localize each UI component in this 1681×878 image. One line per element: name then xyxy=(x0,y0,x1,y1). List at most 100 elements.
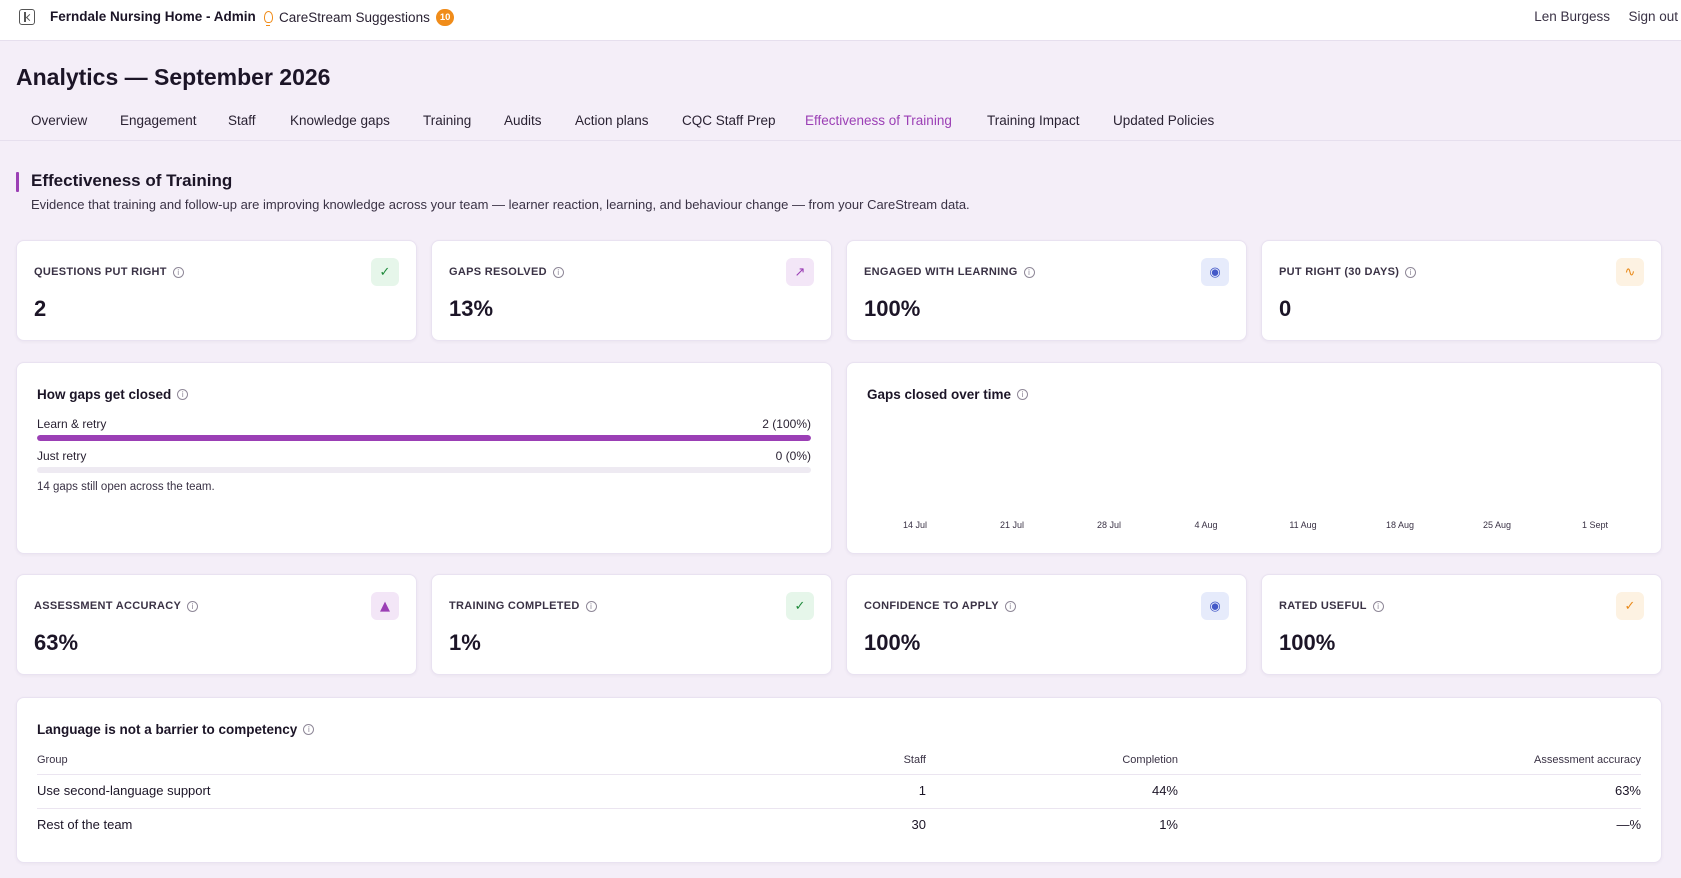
table-cell-group: Rest of the team xyxy=(37,817,133,832)
info-icon[interactable]: i xyxy=(303,724,315,735)
stat-value: 100% xyxy=(864,630,921,655)
info-icon[interactable]: i xyxy=(177,389,189,400)
table-divider xyxy=(37,774,1641,775)
table-cell-staff: 30 xyxy=(911,817,926,832)
bar-label: Learn & retry xyxy=(37,417,107,431)
progress-bar xyxy=(37,435,811,441)
check-circle-icon: ✓ xyxy=(786,592,814,620)
stat-label: QUESTIONS PUT RIGHT xyxy=(34,266,167,278)
sidebar-toggle-icon[interactable] xyxy=(19,9,35,25)
top-bar: Ferndale Nursing Home - Admin CareStream… xyxy=(0,0,1681,41)
info-icon[interactable]: i xyxy=(1405,266,1417,278)
x-axis-tick: 18 Aug xyxy=(1385,520,1415,530)
stat-label: ENGAGED WITH LEARNING xyxy=(864,266,1018,278)
stat-value: 0 xyxy=(1279,296,1292,321)
stat-label: GAPS RESOLVED xyxy=(449,266,547,278)
x-axis-tick: 4 Aug xyxy=(1194,520,1218,530)
check-circle-icon: ✓ xyxy=(371,258,399,286)
column-header: Completion xyxy=(1122,754,1178,766)
app-title: Ferndale Nursing Home - Admin xyxy=(50,9,256,24)
graduation-cap-icon: ▲ xyxy=(371,592,399,620)
tab-action-plans[interactable]: Action plans xyxy=(575,113,649,128)
brain-icon: ◉ xyxy=(1201,592,1229,620)
info-icon[interactable]: i xyxy=(172,266,184,278)
bar-label: Just retry xyxy=(37,449,87,463)
tab-training-impact[interactable]: Training Impact xyxy=(987,113,1080,128)
stat-label: ASSESSMENT ACCURACY xyxy=(34,600,182,612)
stat-card-assessment-accuracy: ASSESSMENT ACCURACY i 63% ▲ xyxy=(16,574,417,675)
trending-up-icon: ↗ xyxy=(786,258,814,286)
tab-training[interactable]: Training xyxy=(423,113,472,128)
info-icon[interactable]: i xyxy=(1004,600,1016,612)
open-gaps-note: 14 gaps still open across the team. xyxy=(37,481,215,493)
info-icon[interactable]: i xyxy=(187,600,199,612)
table-cell-accuracy: 63% xyxy=(1614,783,1641,798)
tab-engagement[interactable]: Engagement xyxy=(120,113,197,128)
progress-bar xyxy=(37,467,811,473)
section-description: Evidence that training and follow-up are… xyxy=(31,197,970,212)
sign-out-link[interactable]: Sign out xyxy=(1628,9,1678,24)
stat-card-gaps-resolved: GAPS RESOLVED i 13% ↗ xyxy=(431,240,832,341)
stat-card-training-completed: TRAINING COMPLETED i 1% ✓ xyxy=(431,574,832,675)
tab-bar: Overview Engagement Staff Knowledge gaps… xyxy=(0,104,1681,141)
info-icon[interactable]: i xyxy=(1017,389,1029,400)
stat-value: 100% xyxy=(1279,630,1336,655)
x-axis-tick: 25 Aug xyxy=(1482,520,1512,530)
language-competency-table: Language is not a barrier to competency i… xyxy=(16,697,1662,863)
panel-title: How gaps get closed xyxy=(37,387,172,402)
table-cell-staff: 1 xyxy=(918,783,926,798)
stat-card-rated-useful: RATED USEFUL i 100% ✓ xyxy=(1261,574,1662,675)
stat-card-engaged-with-learning: ENGAGED WITH LEARNING i 100% ◉ xyxy=(846,240,1247,341)
table-cell-completion: 44% xyxy=(1151,783,1178,798)
stat-card-put-right-30-days: PUT RIGHT (30 DAYS) i 0 ∿ xyxy=(1261,240,1662,341)
tab-staff[interactable]: Staff xyxy=(228,113,256,128)
table-cell-completion: 1% xyxy=(1159,817,1178,832)
bar-value: 0 (0%) xyxy=(775,449,811,463)
x-axis-tick: 21 Jul xyxy=(999,520,1025,530)
x-axis-tick: 11 Aug xyxy=(1289,520,1317,530)
x-axis-tick: 14 Jul xyxy=(902,520,928,530)
tab-cqc-staff-prep[interactable]: CQC Staff Prep xyxy=(682,113,776,128)
suggestions-count-badge: 10 xyxy=(435,8,455,26)
tab-effectiveness-of-training[interactable]: Effectiveness of Training xyxy=(805,113,952,128)
tab-overview[interactable]: Overview xyxy=(31,113,88,128)
page-title: Analytics — September 2026 xyxy=(16,64,331,90)
table-cell-accuracy: —% xyxy=(1616,817,1641,832)
stat-value: 63% xyxy=(34,630,79,655)
stat-value: 1% xyxy=(449,630,481,655)
stat-label: CONFIDENCE TO APPLY xyxy=(864,600,999,612)
info-icon[interactable]: i xyxy=(585,600,597,612)
bar-value: 2 (100%) xyxy=(762,417,811,431)
gaps-closed-panel: How gaps get closed i Learn & retry 2 (10… xyxy=(16,362,832,554)
panel-title: Gaps closed over time xyxy=(867,387,1012,402)
user-name[interactable]: Len Burgess xyxy=(1534,9,1610,24)
x-axis-tick: 28 Jul xyxy=(1096,520,1122,530)
info-icon[interactable]: i xyxy=(1372,600,1384,612)
tab-updated-policies[interactable]: Updated Policies xyxy=(1113,113,1215,128)
column-header: Group xyxy=(37,754,68,766)
section-title: Effectiveness of Training xyxy=(31,171,233,190)
stat-label: RATED USEFUL xyxy=(1279,600,1367,612)
x-axis-tick: 1 Sept xyxy=(1581,520,1609,530)
tab-audits[interactable]: Audits xyxy=(504,113,542,128)
table-divider xyxy=(37,808,1641,809)
stat-card-confidence-to-apply: CONFIDENCE TO APPLY i 100% ◉ xyxy=(846,574,1247,675)
lightbulb-icon xyxy=(264,11,273,26)
suggestions-link[interactable]: CareStream Suggestions 10 xyxy=(264,8,455,26)
thumbs-up-icon: ✓ xyxy=(1616,592,1644,620)
stat-label: PUT RIGHT (30 DAYS) xyxy=(1279,266,1400,278)
column-header: Assessment accuracy xyxy=(1534,754,1641,766)
panel-title: Language is not a barrier to competency xyxy=(37,722,298,737)
progress-bar-fill xyxy=(37,435,811,441)
stat-card-questions-put-right: QUESTIONS PUT RIGHT i 2 ✓ xyxy=(16,240,417,341)
stat-value: 2 xyxy=(34,296,47,321)
section-accent-bar xyxy=(16,172,19,192)
info-icon[interactable]: i xyxy=(1023,266,1035,278)
tab-knowledge-gaps[interactable]: Knowledge gaps xyxy=(290,113,390,128)
column-header: Staff xyxy=(903,754,926,766)
info-icon[interactable]: i xyxy=(552,266,564,278)
brain-icon: ◉ xyxy=(1201,258,1229,286)
stat-label: TRAINING COMPLETED xyxy=(449,600,580,612)
gaps-over-time-panel: Gaps closed over time i 14 Jul 21 Jul 28 … xyxy=(846,362,1662,554)
suggestions-label: CareStream Suggestions xyxy=(279,9,430,25)
